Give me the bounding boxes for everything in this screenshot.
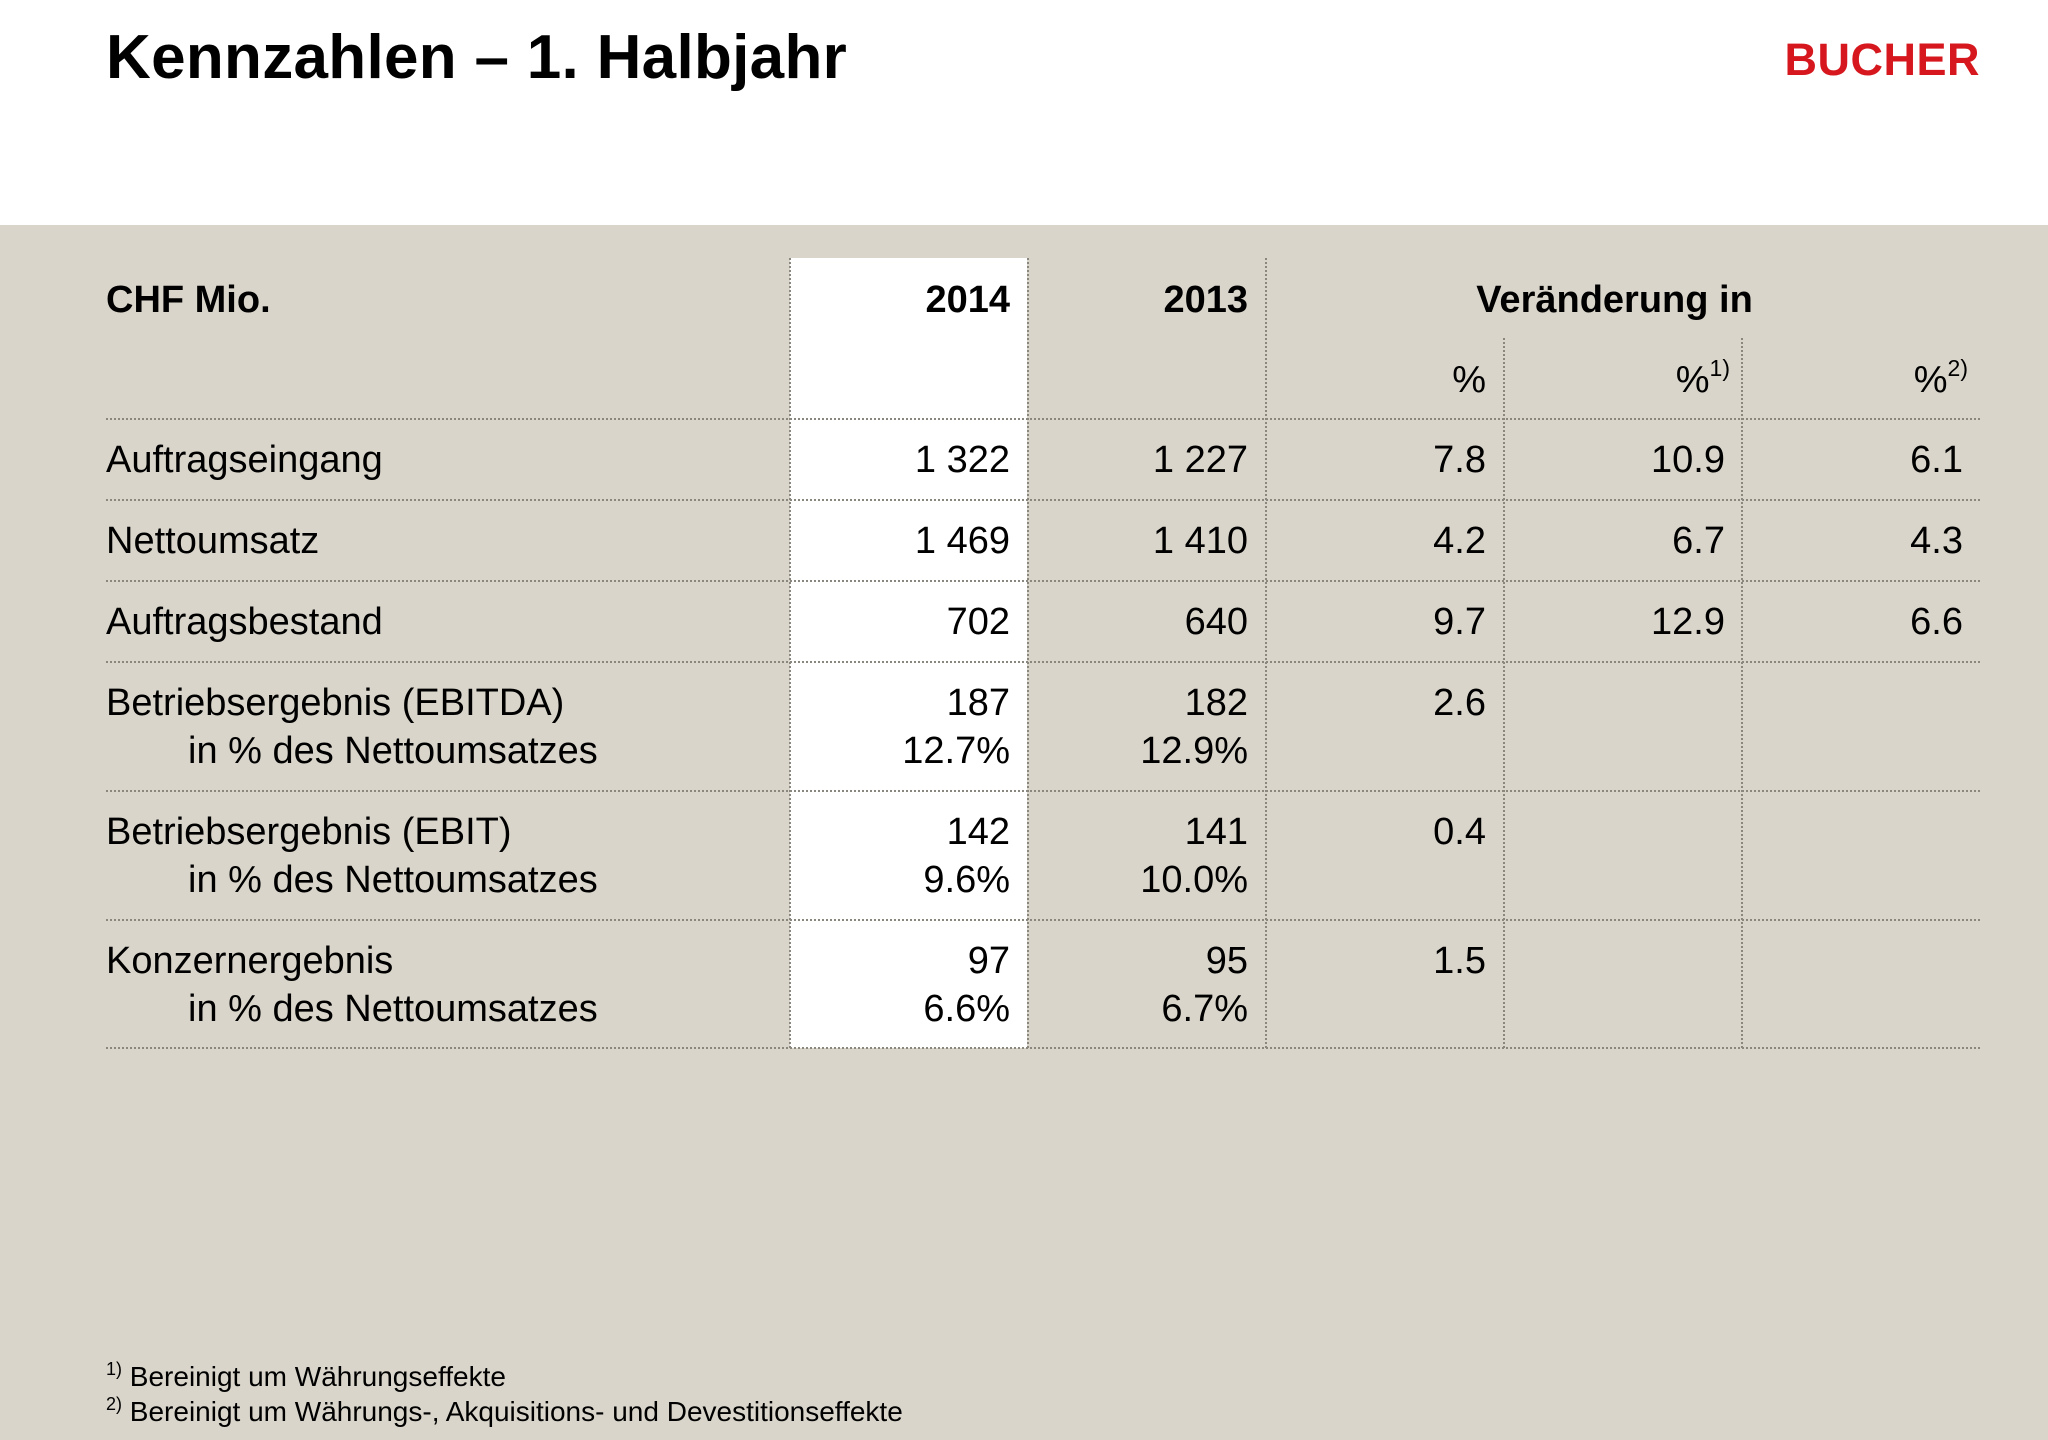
pct-header: %	[1452, 359, 1486, 401]
cell-pct-adj1: 12.9	[1651, 601, 1725, 643]
cell-pct: 4.2	[1433, 520, 1486, 562]
row-label: Betriebsergebnis (EBIT)	[106, 811, 512, 853]
unit-label: CHF Mio.	[106, 279, 271, 321]
row-divider	[106, 580, 1980, 582]
cell-2014: 97	[967, 940, 1010, 982]
column-divider	[1741, 338, 1743, 1048]
column-divider	[1503, 338, 1505, 1048]
column-divider	[1027, 258, 1029, 1048]
cell-pct-adj2: 6.1	[1910, 439, 1963, 481]
row-label: Auftragsbestand	[106, 601, 383, 643]
row-label: Auftragseingang	[106, 439, 383, 481]
cell-pct-adj1: 10.9	[1651, 439, 1725, 481]
cell-pct-adj1: 6.7	[1672, 520, 1725, 562]
footnote: 1) Bereinigt um Währungseffekte	[106, 1359, 506, 1392]
cell-2013: 141	[1184, 811, 1248, 853]
column-header-2014: 2014	[925, 279, 1010, 321]
row-divider	[106, 499, 1980, 501]
pct-header-currency-adjusted: %1)	[1675, 355, 1730, 402]
cell-pct: 2.6	[1433, 682, 1486, 724]
cell-2014: 142	[946, 811, 1010, 853]
cell-2014: 1 322	[914, 439, 1010, 481]
cell-pct-adj2: 6.6	[1910, 601, 1963, 643]
cell-pct: 1.5	[1433, 940, 1486, 982]
row-divider	[106, 418, 1980, 420]
bucher-logo: BUCHER	[1784, 34, 1980, 85]
row-divider	[106, 1047, 1980, 1049]
cell-2014: 702	[946, 601, 1010, 643]
column-divider	[789, 258, 791, 1048]
row-sublabel: in % des Nettoumsatzes	[188, 859, 598, 901]
cell-2013: 640	[1184, 601, 1248, 643]
row-label: Betriebsergebnis (EBITDA)	[106, 682, 565, 724]
column-header-2013: 2013	[1163, 279, 1248, 321]
cell-2014-margin: 12.7%	[902, 730, 1010, 772]
row-divider	[106, 919, 1980, 921]
cell-2013-margin: 6.7%	[1161, 988, 1248, 1030]
cell-2014: 187	[946, 682, 1010, 724]
cell-2014: 1 469	[914, 520, 1010, 562]
change-header: Veränderung in	[1476, 279, 1753, 321]
cell-2013: 1 410	[1152, 520, 1248, 562]
cell-2013-margin: 10.0%	[1140, 859, 1248, 901]
cell-2014-margin: 6.6%	[923, 988, 1010, 1030]
cell-pct: 9.7	[1433, 601, 1486, 643]
cell-2013: 95	[1205, 940, 1248, 982]
cell-2013: 182	[1184, 682, 1248, 724]
row-divider	[106, 661, 1980, 663]
column-2014-highlight	[790, 258, 1027, 1048]
page-title: Kennzahlen – 1. Halbjahr	[106, 23, 848, 92]
cell-2013: 1 227	[1152, 439, 1248, 481]
cell-2013-margin: 12.9%	[1140, 730, 1248, 772]
row-label: Konzernergebnis	[106, 940, 394, 982]
cell-2014-margin: 9.6%	[923, 859, 1010, 901]
cell-pct: 7.8	[1433, 439, 1486, 481]
footnote: 2) Bereinigt um Währungs-, Akquisitions-…	[106, 1394, 903, 1427]
cell-pct: 0.4	[1433, 811, 1486, 853]
cell-pct-adj2: 4.3	[1910, 520, 1963, 562]
row-label: Nettoumsatz	[106, 520, 320, 562]
row-sublabel: in % des Nettoumsatzes	[188, 730, 598, 772]
column-divider	[1265, 258, 1267, 1048]
pct-header-fully-adjusted: %2)	[1913, 355, 1968, 402]
row-divider	[106, 790, 1980, 792]
row-sublabel: in % des Nettoumsatzes	[188, 988, 598, 1030]
